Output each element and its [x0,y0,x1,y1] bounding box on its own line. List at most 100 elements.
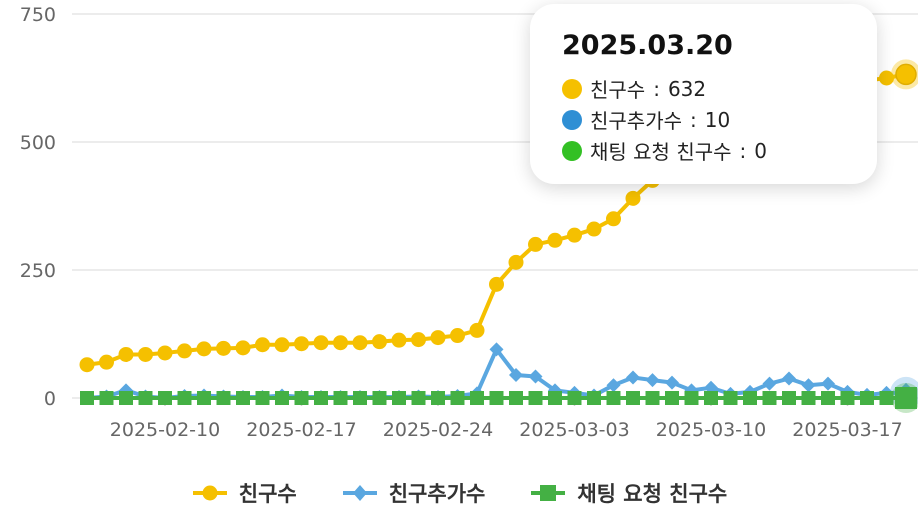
data-point [177,343,192,359]
data-point [99,391,114,405]
data-point [645,373,660,388]
data-point [567,227,582,243]
chart-legend: 친구수 친구추가수 채팅 요청 친구수 [0,472,918,514]
data-point [743,391,757,405]
tooltip-value: 10 [704,107,731,132]
square-marker-icon [531,485,566,501]
legend-item-chat-request-friends[interactable]: 채팅 요청 친구수 [529,478,727,508]
data-point [509,391,523,405]
x-tick-label: 2025-03-03 [519,419,629,441]
data-point [372,334,387,350]
tooltip-value: 632 [667,76,707,101]
data-point [860,391,874,405]
data-point [196,341,212,357]
data-point [567,391,582,405]
tooltip-series-name: 친구추가수 [590,109,682,133]
data-point [821,376,835,391]
data-point [294,336,309,352]
data-point [372,391,387,405]
x-tick-label: 2025-02-10 [110,419,220,441]
blue-dot-icon [562,109,582,130]
data-point [489,342,504,357]
data-point [762,376,777,391]
data-point [528,369,543,384]
y-tick-label: 500 [20,132,56,154]
data-point [782,371,796,386]
x-tick-label: 2025-02-17 [246,419,356,441]
series-line [85,347,908,400]
data-point [665,375,679,390]
tooltip-value: 0 [754,138,767,163]
data-point [586,221,602,237]
data-point [333,335,348,351]
data-point [119,391,133,405]
chart-tooltip: 2025.03.20 친구수: 632 친구추가수: 10 채팅 요청 친구수:… [530,4,877,184]
data-point [333,391,348,405]
tooltip-row-friends: 친구수: 632 [562,73,845,104]
data-point [528,391,543,405]
x-tick-label: 2025-03-10 [656,419,766,441]
data-point [470,391,484,405]
data-point [528,236,543,252]
data-point [450,391,465,405]
data-point [489,276,504,292]
data-point [177,391,192,405]
data-point [274,337,290,353]
data-point [509,367,523,382]
data-point [411,391,426,405]
tooltip-series-name: 친구수 [590,78,646,102]
data-point [684,391,699,405]
data-point [431,391,445,405]
x-tick-label: 2025-02-24 [383,419,493,441]
data-point [801,391,816,405]
data-point [314,391,328,405]
data-point [255,391,270,405]
circle-marker-icon [192,485,227,501]
data-point [118,346,134,362]
data-point [469,322,485,338]
data-point [626,391,640,405]
data-point [801,378,816,393]
data-point [216,340,231,356]
legend-item-new-friends[interactable]: 친구추가수 [341,478,485,508]
data-point [411,332,426,348]
data-point [625,190,641,206]
data-point [275,391,289,405]
data-point [80,391,94,405]
data-point [450,328,465,344]
tooltip-date: 2025.03.20 [562,30,733,61]
data-point [626,370,640,385]
data-point [606,378,621,393]
diamond-marker-icon [342,485,377,501]
tooltip-row-chat-request-friends: 채팅 요청 친구수: 0 [562,135,845,166]
data-point [547,232,563,248]
data-point [255,337,270,353]
legend-item-friends[interactable]: 친구수 [191,478,297,508]
data-point [138,391,153,405]
legend-label: 친구수 [238,482,297,506]
y-tick-label: 250 [20,260,56,282]
data-point [723,391,738,405]
tooltip-series-name: 채팅 요청 친구수 [590,140,732,164]
data-point [645,391,660,405]
data-point [895,63,917,86]
data-point [840,391,855,405]
data-point [99,354,114,370]
data-point [489,391,504,405]
tooltip-separator: : [739,138,747,163]
data-point [665,391,679,405]
tooltip-separator: : [690,107,697,132]
data-point [782,391,796,405]
data-point [879,70,894,86]
data-point [392,391,406,405]
data-point [158,391,172,405]
tooltip-separator: : [653,76,660,101]
data-point [353,391,367,405]
legend-label: 채팅 요청 친구수 [577,482,728,506]
data-point [606,211,621,227]
data-point [236,391,250,405]
data-point [508,254,524,270]
data-point [762,391,777,405]
